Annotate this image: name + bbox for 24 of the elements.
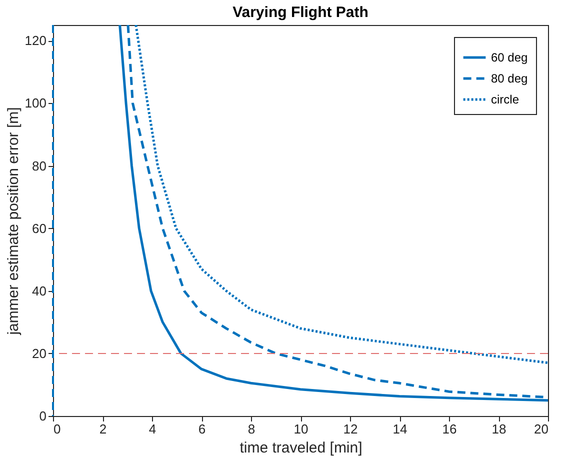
legend-label: 60 deg — [491, 50, 528, 64]
y-tick-label: 20 — [32, 346, 46, 361]
x-tick-label: 10 — [294, 422, 308, 436]
x-tick-label: 14 — [392, 422, 408, 436]
x-tick-label: 2 — [99, 422, 107, 436]
x-tick-label: 20 — [534, 422, 548, 436]
x-tick-label: 12 — [343, 422, 358, 436]
y-tick-label: 40 — [32, 283, 46, 298]
x-axis-title: time traveled [min] — [240, 440, 362, 456]
chart-title: Varying Flight Path — [232, 4, 368, 21]
legend-label: circle — [491, 92, 520, 106]
y-axis-title: jammer estimate position error [m] — [4, 107, 22, 336]
x-tick-label: 4 — [148, 422, 156, 436]
x-tick-label: 0 — [54, 422, 61, 436]
y-tick-label: 60 — [32, 220, 46, 236]
x-tick-label: 6 — [198, 422, 206, 436]
y-tick-label: 80 — [32, 158, 46, 174]
y-tick-label: 100 — [24, 96, 46, 111]
x-tick-label: 16 — [442, 422, 457, 436]
legend-label: 80 deg — [491, 72, 528, 86]
x-tick-label: 18 — [492, 422, 506, 436]
x-tick-label: 8 — [248, 422, 256, 436]
y-tick-label: 0 — [39, 408, 46, 424]
y-tick-label: 120 — [24, 33, 46, 48]
